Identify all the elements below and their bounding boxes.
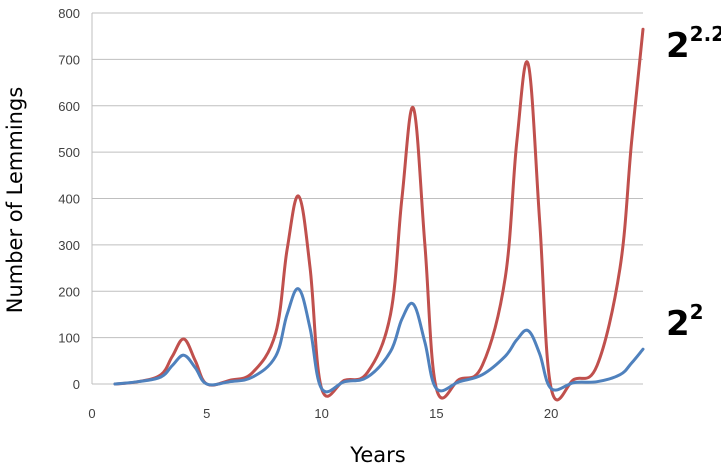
x-axis-ticks: 0 5 10 15 20 <box>88 406 558 421</box>
y-tick-label: 0 <box>73 377 80 392</box>
series-line-blue <box>113 287 645 394</box>
series-label-blue: 22 <box>666 300 704 344</box>
y-tick-label: 600 <box>58 99 80 114</box>
y-tick-label: 200 <box>58 284 80 299</box>
gridlines <box>91 12 643 385</box>
y-tick-label: 100 <box>58 331 80 346</box>
x-tick-label: 10 <box>314 406 328 421</box>
y-axis-title: Number of Lemmings <box>3 87 27 314</box>
x-tick-label: 20 <box>544 406 558 421</box>
y-tick-label: 400 <box>58 192 80 207</box>
series-lines <box>113 27 645 402</box>
series-label-red: 22.2 <box>666 22 721 66</box>
y-tick-label: 500 <box>58 145 80 160</box>
x-tick-label: 0 <box>88 406 95 421</box>
y-tick-label: 300 <box>58 238 80 253</box>
x-tick-label: 5 <box>203 406 210 421</box>
y-tick-label: 800 <box>58 6 80 21</box>
x-axis-title: Years <box>349 443 405 467</box>
y-axis-ticks: 0 100 200 300 400 500 600 700 800 <box>58 6 80 392</box>
y-tick-label: 700 <box>58 52 80 67</box>
series-line-red <box>113 27 645 402</box>
x-tick-label: 15 <box>429 406 443 421</box>
